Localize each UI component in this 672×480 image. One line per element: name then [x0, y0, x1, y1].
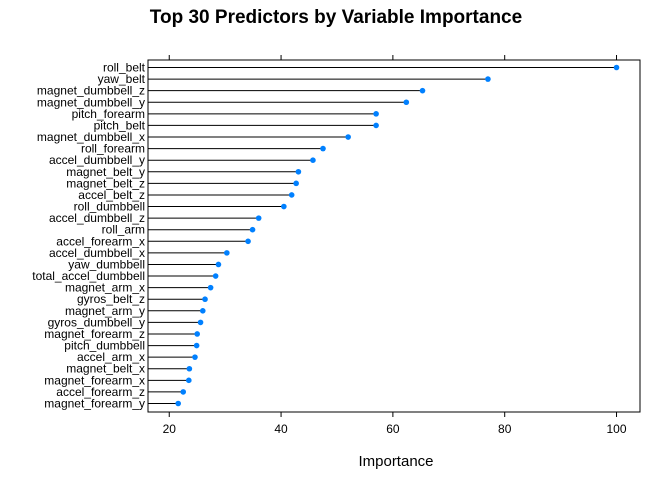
predictor-label: magnet_arm_x: [65, 281, 145, 295]
importance-point: [255, 215, 262, 221]
importance-point: [403, 99, 410, 106]
predictor-label: gyros_belt_z: [77, 292, 145, 306]
predictor-label: magnet_arm_y: [65, 304, 145, 318]
importance-point: [199, 308, 206, 314]
predictor-label: magnet_dumbbell_y: [37, 95, 145, 109]
importance-point: [295, 168, 302, 175]
importance-point: [224, 250, 230, 256]
predictor-label: pitch_forearm: [72, 107, 145, 121]
importance-point: [320, 145, 326, 152]
importance-point: [194, 331, 200, 337]
chart-title: Top 30 Predictors by Variable Importance: [150, 7, 522, 28]
predictor-label: yaw_dumbbell: [68, 257, 145, 271]
predictor-label: magnet_forearm_y: [44, 397, 145, 411]
importance-point: [281, 203, 287, 210]
predictor-label: roll_dumbbell: [74, 200, 145, 214]
importance-point: [245, 238, 251, 245]
plot-frame: [147, 59, 641, 413]
predictor-label: total_accel_dumbbell: [32, 269, 145, 283]
predictor-label: pitch_belt: [94, 118, 146, 132]
importance-point: [288, 192, 295, 198]
importance-point: [212, 273, 219, 279]
x-tick-label: 60: [386, 422, 400, 436]
importance-point: [310, 157, 316, 163]
predictor-label: accel_dumbbell_x: [49, 246, 145, 260]
importance-segments: [148, 67, 617, 404]
predictor-label: accel_forearm_x: [56, 234, 145, 248]
x-tick-label: 80: [498, 422, 512, 436]
importance-point: [373, 111, 379, 117]
importance-point: [197, 319, 204, 326]
importance-point: [373, 122, 379, 129]
top-axis-ticks: [168, 55, 618, 60]
importance-point: [175, 400, 181, 407]
predictor-label: accel_belt_z: [78, 188, 145, 202]
importance-point: [192, 354, 198, 360]
predictor-label: magnet_belt_y: [66, 165, 145, 179]
importance-point: [485, 76, 491, 82]
predictor-label: magnet_dumbbell_x: [37, 130, 145, 144]
importance-points: [175, 64, 620, 407]
x-axis-label: Importance: [358, 453, 433, 470]
importance-point: [207, 284, 214, 291]
importance-point: [613, 64, 620, 71]
x-tick-label: 100: [607, 422, 627, 436]
predictor-label: magnet_forearm_x: [44, 373, 145, 387]
predictor-label: gyros_dumbbell_y: [48, 315, 145, 329]
predictor-label: accel_dumbbell_z: [49, 211, 145, 225]
importance-point: [202, 296, 208, 303]
importance-point: [186, 377, 192, 384]
predictor-label: roll_forearm: [81, 142, 145, 156]
importance-point: [180, 389, 187, 395]
predictor-label: accel_dumbbell_y: [49, 153, 145, 167]
predictor-label: roll_arm: [102, 223, 145, 237]
predictor-label: magnet_forearm_z: [44, 327, 145, 341]
predictor-label: magnet_belt_x: [66, 362, 145, 376]
predictor-label: magnet_belt_z: [66, 176, 145, 190]
importance-point: [345, 134, 351, 140]
predictor-label: accel_arm_x: [77, 350, 145, 364]
x-tick-label: 40: [274, 422, 288, 436]
predictor-label: accel_forearm_z: [56, 385, 145, 399]
x-tick-label: 20: [163, 422, 177, 436]
importance-point: [419, 87, 426, 94]
importance-point: [215, 261, 222, 268]
predictor-label: magnet_dumbbell_z: [37, 84, 145, 98]
predictor-label: pitch_dumbbell: [64, 339, 145, 353]
importance-point: [193, 342, 200, 349]
importance-point: [249, 226, 256, 233]
predictor-label: yaw_belt: [98, 72, 146, 86]
predictor-label: roll_belt: [103, 61, 146, 75]
importance-point: [293, 180, 299, 187]
predictor-labels: roll_beltyaw_beltmagnet_dumbbell_zmagnet…: [32, 61, 145, 411]
importance-point: [186, 365, 193, 372]
bottom-axis-ticks: 20 40 60 80 100: [163, 412, 627, 436]
